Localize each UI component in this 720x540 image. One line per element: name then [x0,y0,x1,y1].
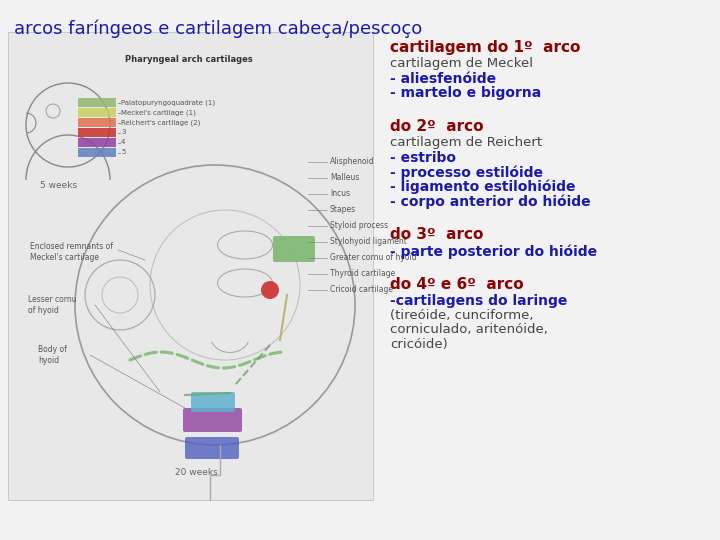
Text: 5: 5 [121,150,125,156]
Text: Palatopuryngoquadrate (1): Palatopuryngoquadrate (1) [121,99,215,106]
Text: Pharyngeal arch cartilages: Pharyngeal arch cartilages [125,55,253,64]
Text: Meckel's cartilage (1): Meckel's cartilage (1) [121,109,196,116]
Text: Incus: Incus [330,190,350,199]
FancyBboxPatch shape [183,408,242,432]
Text: (tireóide, cunciforme,: (tireóide, cunciforme, [390,308,534,322]
FancyBboxPatch shape [191,392,235,412]
Text: Enclosed remnants of
Meckel's cartilage: Enclosed remnants of Meckel's cartilage [30,242,113,262]
Text: cartilagem de Meckel: cartilagem de Meckel [390,57,533,70]
Text: - martelo e bigorna: - martelo e bigorna [390,86,541,100]
Text: corniculado, aritenóide,: corniculado, aritenóide, [390,323,548,336]
Text: -cartilagens do laringe: -cartilagens do laringe [390,294,567,308]
Text: Greater cornu of hyoid: Greater cornu of hyoid [330,253,417,262]
Text: do 4º e 6º  arco: do 4º e 6º arco [390,276,523,292]
Text: Stapes: Stapes [330,206,356,214]
FancyBboxPatch shape [273,236,315,262]
Text: 4: 4 [121,139,125,145]
Text: Stylohyoid ligament: Stylohyoid ligament [330,238,407,246]
FancyBboxPatch shape [185,437,239,459]
Text: Thyroid cartilage: Thyroid cartilage [330,269,395,279]
Bar [78,98,116,107]
Circle shape [261,281,279,299]
Bar [78,148,116,157]
Text: 20 weeks: 20 weeks [175,468,217,477]
Text: - ligamento estilohióide: - ligamento estilohióide [390,180,575,194]
Text: 3: 3 [121,130,125,136]
Bar [78,128,116,137]
Text: Alisphenoid: Alisphenoid [330,158,374,166]
FancyBboxPatch shape [8,32,373,500]
Text: Cricoid cartilage: Cricoid cartilage [330,286,393,294]
Text: Body of
hyoid: Body of hyoid [38,345,67,364]
Text: do 2º  arco: do 2º arco [390,119,484,134]
Text: - processo estilóide: - processo estilóide [390,165,543,180]
Text: arcos faríngeos e cartilagem cabeça/pescoço: arcos faríngeos e cartilagem cabeça/pesc… [14,20,422,38]
Bar [78,118,116,127]
Text: do 3º  arco: do 3º arco [390,227,483,242]
Text: Lesser cornu
of hyoid: Lesser cornu of hyoid [28,295,76,315]
Bar [78,138,116,147]
Text: Reichert's cartilage (2): Reichert's cartilage (2) [121,119,200,126]
Text: Styloid process: Styloid process [330,221,388,231]
Bar [78,108,116,117]
Text: - aliesfenóide: - aliesfenóide [390,72,496,86]
Text: cricóide): cricóide) [390,338,448,350]
Text: - corpo anterior do hióide: - corpo anterior do hióide [390,194,590,209]
Text: cartilagem de Reichert: cartilagem de Reichert [390,136,542,149]
Text: 5 weeks: 5 weeks [40,181,77,190]
Text: - parte posterior do hióide: - parte posterior do hióide [390,244,597,259]
Text: - estribo: - estribo [390,151,456,165]
Text: Malleus: Malleus [330,173,359,183]
Text: cartilagem do 1º  arco: cartilagem do 1º arco [390,40,580,55]
